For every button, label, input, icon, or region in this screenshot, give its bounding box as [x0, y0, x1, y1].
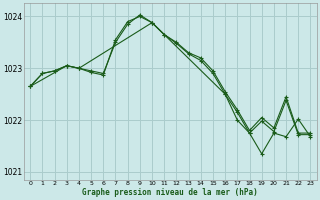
X-axis label: Graphe pression niveau de la mer (hPa): Graphe pression niveau de la mer (hPa): [83, 188, 258, 197]
